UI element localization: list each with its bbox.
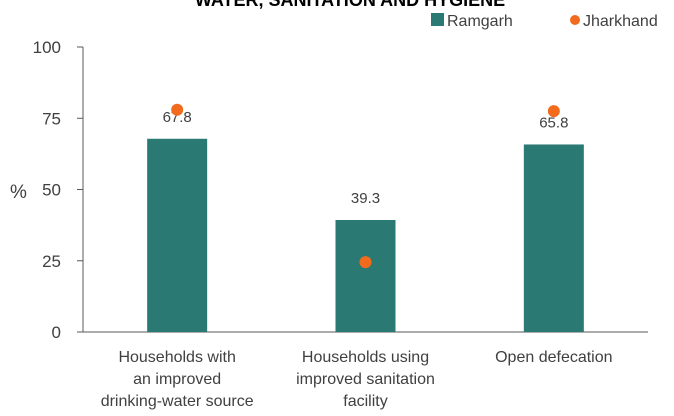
y-tick-label: 50 <box>42 181 61 200</box>
jharkhand-points <box>171 103 560 269</box>
bar-ramgarh <box>523 144 584 332</box>
legend-swatch-ramgarh <box>431 13 444 26</box>
legend-label-ramgarh: Ramgarh <box>447 13 513 30</box>
y-tick-label: 25 <box>42 252 61 271</box>
y-tick-label: 75 <box>42 109 61 128</box>
point-jharkhand <box>171 103 184 116</box>
category-label: Open defecation <box>495 349 612 366</box>
y-tick-label: 100 <box>33 38 61 57</box>
legend: Ramgarh Jharkhand <box>431 13 658 30</box>
point-jharkhand <box>359 256 372 269</box>
y-ticks: 0 25 50 75 100 <box>33 38 83 342</box>
y-axis-label: % <box>10 182 27 203</box>
bar-ramgarh <box>335 219 396 332</box>
category-label: Households with <box>118 349 235 366</box>
category-label: Households using <box>302 349 429 366</box>
category-label: an improved <box>133 371 221 388</box>
category-label: drinking-water source <box>101 393 254 410</box>
data-label: 67.8 <box>163 109 192 126</box>
category-label: facility <box>343 393 387 410</box>
legend-marker-jharkhand <box>570 15 580 25</box>
data-label: 65.8 <box>539 114 568 131</box>
category-labels: Households with an improved drinking-water… <box>101 349 613 410</box>
point-jharkhand <box>547 105 560 118</box>
chart-title: WATER, SANITATION AND HYGIENE <box>195 0 505 10</box>
legend-label-jharkhand: Jharkhand <box>583 13 658 30</box>
data-label: 39.3 <box>351 190 380 207</box>
category-label: improved sanitation <box>296 371 435 388</box>
y-tick-label: 0 <box>52 323 61 342</box>
bar-ramgarh <box>147 138 208 332</box>
data-labels: 67.8 39.3 65.8 <box>163 109 569 207</box>
bars <box>147 138 584 332</box>
